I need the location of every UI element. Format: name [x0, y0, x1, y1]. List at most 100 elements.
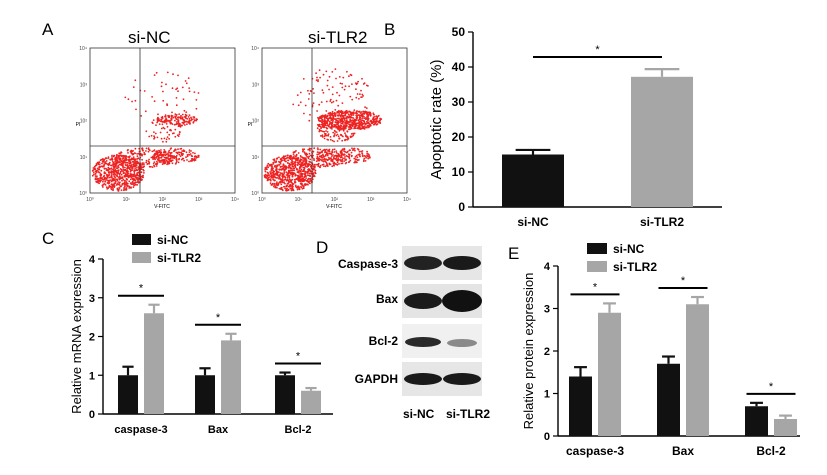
chart-e-category-label: Bcl-2 [756, 444, 786, 458]
flow-y-label: PI [248, 122, 253, 128]
flow-dot-cloud [263, 68, 383, 192]
flow-x-tick: 10⁴ [231, 197, 239, 203]
band-bcl2-tlr2 [447, 339, 477, 347]
chart-e-bar-bcl-2-si-nc [745, 406, 768, 436]
chart-e-bar-caspase-3-si-tlr2 [598, 312, 621, 436]
chart-c-legend-swatch [132, 234, 151, 245]
chart-c-bar-bcl-2-si-tlr2 [301, 390, 321, 414]
chart-c-y-tick-label: 4 [89, 254, 96, 266]
chart-c-legend-label: si-NC [157, 233, 189, 247]
chart-c-significance-star: * [216, 312, 221, 324]
flow-x-tick: 10⁰ [258, 197, 266, 203]
band-gapdh-tlr2 [443, 373, 481, 385]
chart-e-bar-bcl-2-si-tlr2 [774, 419, 797, 436]
flow-y-tick: 10⁰ [79, 191, 87, 197]
chart-e-category-label: caspase-3 [566, 444, 624, 458]
chart-b-bar-si-tlr2 [631, 76, 693, 207]
chart-b-significance-star: * [595, 44, 600, 56]
chart-c-legend-swatch [132, 252, 151, 263]
chart-b-y-tick-label: 30 [452, 95, 466, 109]
flow-x-tick: 10² [331, 197, 339, 203]
flow-y-label: PI [76, 122, 81, 128]
chart-c-y-tick-label: 2 [89, 332, 95, 344]
band-caspase3-tlr2 [443, 256, 481, 270]
chart-c-category-label: Bax [208, 424, 229, 436]
chart-c-significance-star: * [139, 283, 144, 295]
chart-e-y-label: Relative protein expression [521, 273, 536, 430]
flow-title-si-tlr2: si-TLR2 [308, 28, 368, 47]
flow-x-tick: 10¹ [123, 197, 131, 203]
flow-y-tick: 10² [80, 119, 88, 125]
chart-c-y-tick-label: 0 [89, 409, 95, 421]
chart-c-y-tick-label: 1 [89, 370, 95, 382]
panel-label-e: E [508, 244, 520, 263]
chart-e-y-tick-label: 3 [544, 304, 550, 316]
wb-lane-si-tlr2: si-TLR2 [446, 407, 491, 421]
chart-e-legend-swatch [587, 243, 607, 254]
chart-e-y-tick-label: 1 [544, 389, 550, 401]
band-bax-tlr2 [442, 290, 482, 312]
chart-c-category-label: Bcl-2 [285, 424, 312, 436]
flow-y-tick: 10⁰ [251, 191, 259, 197]
flow-y-tick: 10² [252, 119, 260, 125]
chart-e-y-tick-label: 0 [544, 431, 550, 443]
chart-b-y-tick-label: 20 [452, 130, 466, 144]
western-blot-image [402, 246, 482, 396]
panel-label-c: C [42, 229, 55, 248]
chart-c-bar-bcl-2-si-nc [275, 375, 295, 414]
flow-y-tick: 10³ [252, 82, 260, 88]
chart-e-significance-star: * [593, 281, 598, 293]
wb-label-bcl-2: Bcl-2 [368, 334, 398, 348]
wb-label-bax: Bax [375, 292, 398, 306]
flow-x-tick: 10³ [195, 197, 203, 203]
flow-title-si-nc: si-NC [128, 28, 171, 47]
chart-c-legend-label: si-TLR2 [157, 251, 201, 265]
chart-b-y-label: Apoptotic rate (%) [428, 59, 445, 179]
chart-b-y-tick-label: 0 [458, 200, 465, 214]
chart-b-bar-si-nc [502, 154, 564, 207]
chart-e-legend-swatch [587, 261, 607, 272]
chart-b-y-tick-label: 50 [452, 25, 466, 39]
chart-e-bar-bax-si-nc [657, 363, 680, 436]
flow-x-tick: 10⁴ [403, 197, 411, 203]
chart-c-bar-caspase-3-si-nc [118, 375, 138, 414]
chart-e-significance-star: * [769, 381, 774, 393]
chart-b-y-tick-label: 10 [452, 165, 466, 179]
panel-label-d: D [316, 238, 329, 257]
flow-y-tick: 10⁴ [251, 46, 259, 52]
chart-c-bar-caspase-3-si-tlr2 [144, 313, 164, 414]
flow-y-tick: 10¹ [80, 155, 88, 161]
flow-x-tick: 10⁰ [86, 197, 94, 203]
chart-b-y-tick-label: 40 [452, 60, 466, 74]
chart-e-category-label: Bax [672, 444, 694, 458]
band-gapdh-nc [404, 373, 442, 385]
flow-y-tick: 10¹ [252, 155, 260, 161]
chart-c-significance-star: * [296, 351, 301, 363]
chart-b-category-label: si-NC [517, 215, 549, 229]
flow-x-label: V-FITC [326, 204, 342, 210]
chart-b-category-label: si-TLR2 [640, 215, 684, 229]
chart-e-legend-label: si-TLR2 [613, 260, 657, 274]
chart-c-category-label: caspase-3 [114, 424, 167, 436]
chart-e-bar-caspase-3-si-nc [569, 376, 592, 436]
chart-e-y-tick-label: 2 [544, 346, 550, 358]
flow-x-tick: 10² [159, 197, 167, 203]
panel-label-a: A [42, 20, 54, 39]
wb-label-caspase-3: Caspase-3 [337, 257, 398, 271]
flow-x-label: V-FITC [154, 204, 170, 210]
chart-e-y-tick-label: 4 [544, 261, 551, 273]
chart-c-bar-bax-si-nc [195, 375, 215, 414]
chart-c-y-tick-label: 3 [89, 293, 95, 305]
chart-e-bar-bax-si-tlr2 [686, 304, 709, 436]
wb-lane-si-nc: si-NC [403, 407, 435, 421]
chart-c-bar-bax-si-tlr2 [221, 340, 241, 414]
chart-c-y-label: Relative mRNA expression [69, 259, 84, 414]
chart-e-legend-label: si-NC [613, 242, 645, 256]
wb-label-gapdh: GAPDH [354, 372, 398, 386]
flow-x-tick: 10¹ [295, 197, 303, 203]
